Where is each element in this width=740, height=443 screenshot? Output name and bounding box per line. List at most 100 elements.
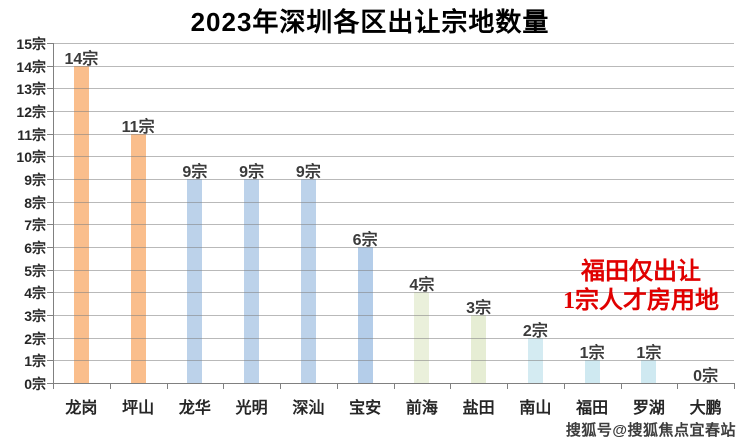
y-axis-tick <box>47 133 53 135</box>
y-tick-label: 7宗 <box>24 217 46 234</box>
bar-value-label: 0宗 <box>693 368 719 385</box>
y-axis-tick <box>47 292 53 294</box>
bar-value-label: 14宗 <box>64 50 99 68</box>
y-axis-tick <box>47 43 53 44</box>
y-axis-tick <box>47 111 53 112</box>
chart-title: 2023年深圳各区出让宗地数量 <box>190 7 550 37</box>
gridline <box>53 315 734 316</box>
gridline <box>53 224 734 226</box>
bar-罗湖 <box>641 360 657 383</box>
gridline <box>53 88 734 90</box>
y-axis-tick <box>47 383 53 384</box>
bar-坪山 <box>130 133 146 383</box>
y-tick-label: 1宗 <box>24 353 46 370</box>
y-axis-tick <box>47 337 53 339</box>
x-axis-tick <box>507 383 508 389</box>
annotation-text: 福田仅出让 1宗人才房用地 <box>543 258 739 316</box>
gridline <box>53 337 734 339</box>
gridline <box>53 247 734 248</box>
x-axis-tick <box>677 383 679 389</box>
annotation-line-2: 1宗人才房用地 <box>563 288 719 314</box>
bar-value-label: 1宗 <box>579 345 605 363</box>
gridline <box>53 179 734 180</box>
x-axis-tick <box>166 383 168 389</box>
bar-光明 <box>244 179 260 383</box>
category-label-深汕: 深汕 <box>292 400 325 417</box>
y-axis-tick <box>47 88 53 90</box>
bar-龙华 <box>187 179 203 383</box>
gridline <box>53 43 734 44</box>
x-axis-tick <box>223 383 225 389</box>
y-tick-label: 8宗 <box>24 194 46 211</box>
category-label-宝安: 宝安 <box>349 400 382 417</box>
gridline <box>53 65 734 67</box>
y-tick-label: 5宗 <box>24 262 46 279</box>
y-axis-tick <box>47 201 53 203</box>
y-axis-tick <box>47 315 53 316</box>
bar-value-label: 9宗 <box>182 164 208 181</box>
watermark-text: 搜狐号@搜狐焦点宜春站 <box>565 422 736 439</box>
bar-value-label: 6宗 <box>352 232 378 249</box>
category-label-南山: 南山 <box>519 400 552 417</box>
gridline <box>53 201 734 203</box>
annotation-line-1: 福田仅出让 <box>581 259 701 285</box>
gridline <box>53 133 734 135</box>
y-tick-label: 3宗 <box>24 308 46 324</box>
category-label-福田: 福田 <box>576 400 609 417</box>
gridline <box>53 269 734 271</box>
y-tick-label: 13宗 <box>16 81 46 98</box>
y-tick-label: 0宗 <box>24 376 46 392</box>
y-tick-label: 2宗 <box>24 330 46 347</box>
bar-南山 <box>527 337 543 383</box>
y-tick-label: 9宗 <box>24 172 46 188</box>
y-tick-label: 10宗 <box>16 149 46 166</box>
y-axis-tick <box>47 247 53 248</box>
bar-福田 <box>584 360 600 383</box>
x-axis-tick <box>620 383 622 389</box>
bar-value-label: 11宗 <box>121 118 155 136</box>
category-label-龙岗: 龙岗 <box>65 400 98 417</box>
bar-盐田 <box>471 315 487 383</box>
category-label-龙华: 龙华 <box>178 400 211 417</box>
y-axis-tick <box>47 179 53 180</box>
y-axis-tick <box>47 65 53 67</box>
bar-value-label: 9宗 <box>295 164 321 181</box>
x-axis-tick <box>336 383 338 389</box>
y-tick-label: 14宗 <box>16 58 46 75</box>
category-label-前海: 前海 <box>405 400 438 417</box>
category-label-罗湖: 罗湖 <box>632 400 665 417</box>
bar-value-label: 2宗 <box>522 322 548 340</box>
category-label-大鹏: 大鹏 <box>689 400 722 417</box>
bar-深汕 <box>300 179 316 383</box>
category-label-光明: 光明 <box>235 400 268 417</box>
category-label-盐田: 盐田 <box>462 400 495 417</box>
bar-value-label: 9宗 <box>239 164 265 181</box>
bar-龙岗 <box>73 65 89 383</box>
x-axis-tick <box>393 383 395 389</box>
y-tick-label: 15宗 <box>16 36 46 52</box>
y-tick-label: 11宗 <box>17 126 46 143</box>
bar-value-label: 3宗 <box>466 300 492 317</box>
gridline <box>53 292 734 294</box>
x-axis-tick <box>53 383 54 389</box>
y-axis-tick <box>47 156 53 158</box>
y-tick-label: 12宗 <box>16 104 46 120</box>
y-tick-label: 6宗 <box>24 240 46 256</box>
x-axis-tick <box>109 383 111 389</box>
y-tick-label: 4宗 <box>24 285 46 302</box>
y-axis-tick <box>47 360 53 362</box>
x-axis-tick <box>450 383 452 389</box>
gridline <box>53 156 734 158</box>
x-axis-tick <box>734 383 735 389</box>
y-axis-tick <box>47 269 53 271</box>
y-axis-tick <box>47 224 53 226</box>
category-label-坪山: 坪山 <box>122 400 155 417</box>
gridline <box>53 111 734 112</box>
bar-value-label: 4宗 <box>409 277 435 295</box>
gridline <box>53 360 734 362</box>
y-axis-line <box>53 43 54 383</box>
x-axis-tick <box>280 383 281 389</box>
bar-value-label: 1宗 <box>636 345 662 363</box>
